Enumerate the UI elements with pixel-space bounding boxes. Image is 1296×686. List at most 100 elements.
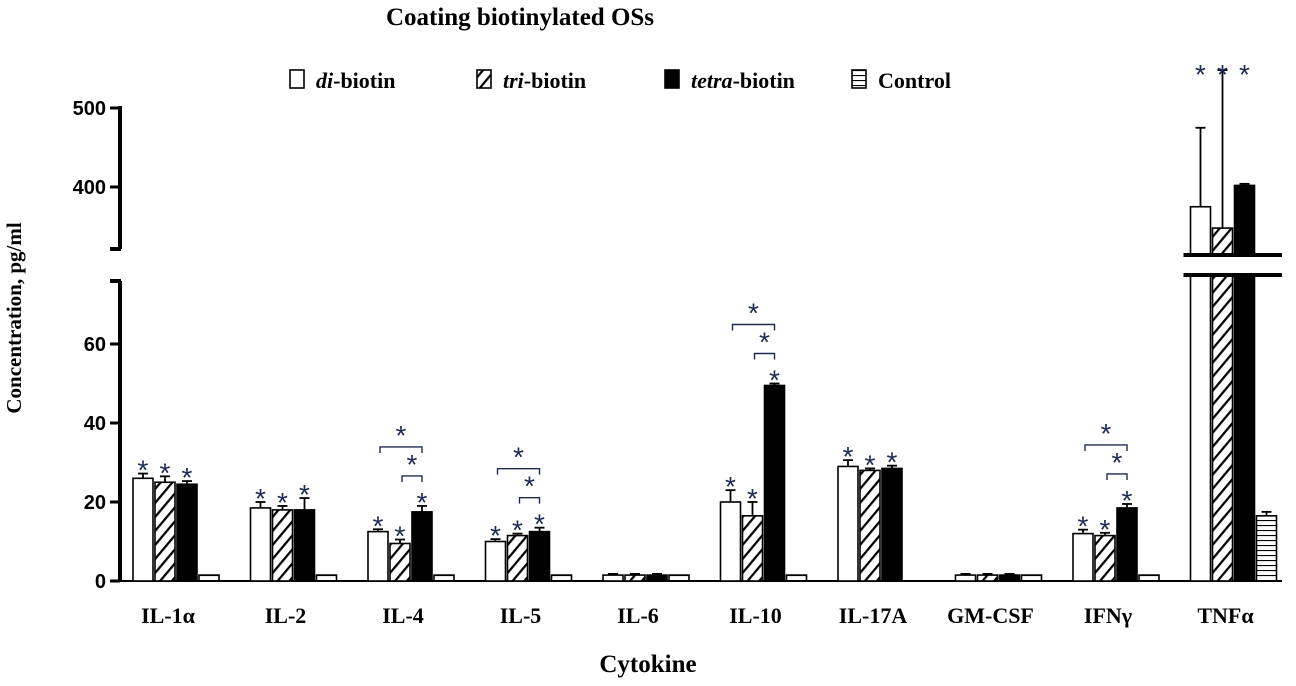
- bar-di-biotin-IL-2: [249, 507, 272, 582]
- bar-Control-IL-10: [785, 574, 808, 582]
- legend-item: tri-biotin: [476, 68, 586, 93]
- significance-star: *: [1100, 514, 1111, 545]
- bar-tri-biotin-TNFα: [1211, 227, 1234, 582]
- bar-Control-IL-4: [433, 574, 455, 582]
- bars: [132, 184, 1278, 582]
- bar-Control-IL-1α: [198, 574, 220, 582]
- y-tick-label: 500: [73, 98, 106, 120]
- bar-Control-IL-6: [668, 574, 690, 582]
- bar-tetra-biotin-IL-1α: [176, 483, 198, 582]
- significance-star: *: [407, 449, 418, 480]
- significance-marks: * * * * * * * * * * * * * * * * * * * * * * * * * * * * * * * *: [138, 59, 1251, 552]
- significance-bracket: [753, 352, 776, 360]
- significance-star: *: [373, 510, 384, 541]
- x-tick-label: IL-10: [729, 603, 782, 628]
- significance-star: *: [1195, 59, 1206, 90]
- bar-tri-biotin-IL-10: [741, 515, 764, 582]
- bar-tetra-biotin-TNFα: [1233, 184, 1256, 582]
- significance-star: *: [747, 483, 758, 514]
- legend-swatch: [476, 69, 492, 89]
- error-bars: [138, 69, 1272, 576]
- bar-di-biotin-IL-1α: [132, 477, 154, 582]
- legend-swatch: [851, 69, 867, 89]
- x-tick-labels: IL-1α IL-2 IL-4 IL-5 IL-6 IL-10 IL-17A GM-CSF IF…: [141, 603, 1254, 628]
- significance-star: *: [490, 520, 501, 551]
- bar-Control-IFNγ: [1138, 574, 1160, 582]
- bar-Control-IL-5: [550, 574, 573, 582]
- bar-di-biotin-GM-CSF: [954, 574, 977, 582]
- bar-tetra-biotin-IL-4: [411, 511, 433, 582]
- significance-star: *: [513, 442, 524, 473]
- significance-star: *: [1112, 447, 1123, 478]
- legend-item: Control: [851, 68, 951, 93]
- bar-tri-biotin-IL-1α: [154, 481, 176, 582]
- bar-tetra-biotin-IFNγ: [1116, 507, 1138, 582]
- significance-star: *: [1239, 59, 1250, 90]
- x-tick-label: IL-2: [265, 603, 307, 628]
- legend-label: tetra-biotin: [691, 68, 795, 93]
- x-tick-label: IFNγ: [1084, 603, 1132, 628]
- x-axis-label: Cytokine: [599, 651, 696, 678]
- y-break-gap: [106, 249, 134, 281]
- bar-tetra-biotin-IL-6: [646, 574, 668, 582]
- bar-tri-biotin-IL-6: [624, 574, 646, 582]
- bar-tri-biotin-GM-CSF: [976, 574, 999, 582]
- legend-label: Control: [878, 68, 951, 93]
- significance-star: *: [299, 479, 310, 510]
- significance-star: *: [277, 487, 288, 518]
- legend-item: tetra-biotin: [664, 68, 795, 93]
- legend-swatch: [664, 69, 680, 89]
- legend: di-biotin tri-biotin tetra-biotin Control: [289, 68, 951, 93]
- bar-Control-GM-CSF: [1020, 574, 1043, 582]
- significance-star: *: [255, 483, 266, 514]
- significance-bracket: [1106, 473, 1128, 480]
- x-tick-label: IL-4: [382, 603, 424, 628]
- significance-star: *: [512, 515, 523, 546]
- bar-Control-IL-2: [315, 574, 338, 582]
- significance-star: *: [725, 471, 736, 502]
- bar-tetra-biotin-IL-10: [763, 384, 786, 582]
- significance-star: *: [769, 365, 780, 396]
- bar-di-biotin-IL-10: [719, 501, 742, 582]
- significance-star: *: [160, 457, 171, 488]
- significance-star: *: [843, 441, 854, 472]
- x-tick-label: GM-CSF: [947, 603, 1034, 628]
- x-tick-label: IL-17A: [839, 603, 908, 628]
- significance-bracket: [1084, 444, 1128, 451]
- legend-label: tri-biotin: [503, 68, 586, 93]
- bar-tetra-biotin-IL-17A: [881, 467, 903, 582]
- axis-breaks: [106, 247, 1296, 283]
- y-tick-label: 0: [95, 571, 106, 593]
- chart-title: Coating biotinylated OSs: [386, 4, 654, 31]
- significance-bracket: [496, 467, 541, 475]
- bar-Control-TNFα: [1255, 515, 1278, 582]
- x-tick-label: IL-6: [617, 603, 659, 628]
- legend-label: di-biotin: [316, 68, 395, 93]
- bar-di-biotin-IL-6: [602, 574, 624, 582]
- bar-tetra-biotin-IL-2: [293, 509, 316, 582]
- significance-star: *: [865, 449, 876, 480]
- significance-star: *: [534, 509, 545, 540]
- significance-star: *: [395, 521, 406, 552]
- y-tick-label: 40: [84, 413, 106, 435]
- significance-star: *: [524, 471, 535, 502]
- significance-star: *: [1122, 485, 1133, 516]
- significance-star: *: [1101, 418, 1112, 449]
- y-tick-label: 20: [84, 492, 106, 514]
- bar-tetra-biotin-GM-CSF: [998, 574, 1021, 582]
- significance-bracket: [731, 323, 776, 331]
- y-axis-label: Concentration, pg/ml: [2, 222, 26, 413]
- significance-star: *: [417, 487, 428, 518]
- significance-bracket: [518, 496, 541, 504]
- bar-tri-biotin-IL-17A: [859, 469, 881, 582]
- significance-star: *: [182, 462, 193, 493]
- significance-star: *: [1078, 511, 1089, 542]
- bar-tri-biotin-IL-2: [271, 509, 294, 582]
- significance-bracket: [379, 446, 423, 453]
- significance-star: *: [396, 420, 407, 451]
- x-tick-label: TNFα: [1197, 603, 1254, 628]
- y-tick-label: 400: [73, 177, 106, 199]
- bar-di-biotin-IL-17A: [837, 465, 859, 582]
- significance-star: *: [748, 298, 759, 329]
- significance-star: *: [138, 455, 149, 486]
